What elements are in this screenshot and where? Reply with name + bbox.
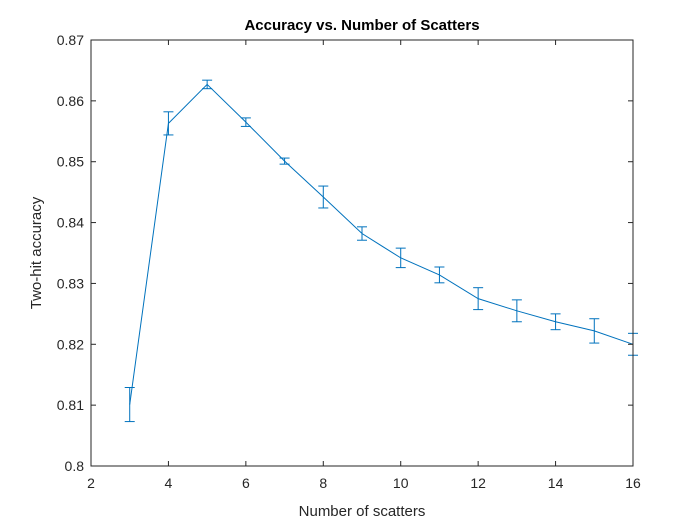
x-tick-label: 2 xyxy=(87,475,95,491)
y-tick-label: 0.81 xyxy=(57,397,84,413)
y-axis-label: Two-hit accuracy xyxy=(28,196,45,309)
error-bar xyxy=(124,386,135,423)
y-tick-label: 0.86 xyxy=(57,93,84,109)
error-bar xyxy=(279,157,290,165)
y-tick-label: 0.83 xyxy=(57,275,84,291)
x-tick-label: 6 xyxy=(242,475,250,491)
y-tick-label: 0.82 xyxy=(57,336,84,352)
error-bar xyxy=(589,318,600,344)
chart-title: Accuracy vs. Number of Scatters xyxy=(244,17,479,34)
error-bar xyxy=(473,287,484,311)
series-line xyxy=(129,83,634,405)
plot-area xyxy=(91,40,633,466)
y-tick-label: 0.8 xyxy=(65,458,85,474)
error-bar xyxy=(550,313,561,331)
error-bar xyxy=(163,111,174,136)
y-tick-label: 0.87 xyxy=(57,32,84,48)
error-bar xyxy=(240,117,251,127)
error-bar xyxy=(395,247,406,269)
x-tick-label: 16 xyxy=(625,475,641,491)
x-tick-label: 12 xyxy=(470,475,486,491)
x-tick-label: 8 xyxy=(319,475,327,491)
y-tick-label: 0.84 xyxy=(57,215,84,231)
error-bar xyxy=(202,79,213,90)
axes-layer: 2 4 6 8 10 12 14 16 0.8 0.81 0.82 0.83 0.84 0.85 0.86 0… xyxy=(57,32,641,491)
error-bar xyxy=(434,266,445,284)
x-tick-label: 14 xyxy=(548,475,564,491)
x-tick-label: 10 xyxy=(393,475,409,491)
axes-box xyxy=(90,39,634,467)
x-axis-label: Number of scatters xyxy=(299,503,426,520)
error-bar xyxy=(511,299,522,323)
y-tick-label: 0.85 xyxy=(57,154,84,170)
error-bar xyxy=(357,226,367,241)
error-bar xyxy=(318,185,329,209)
x-tick-label: 4 xyxy=(165,475,173,491)
data-layer xyxy=(124,79,638,423)
